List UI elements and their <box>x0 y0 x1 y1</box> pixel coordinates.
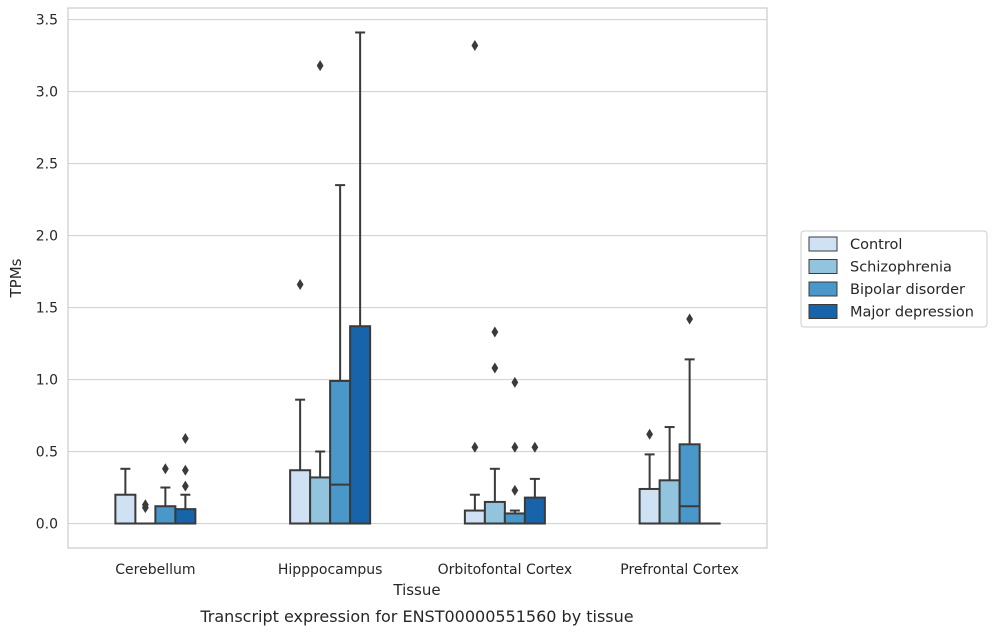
box-body <box>309 476 332 525</box>
legend-label: Bipolar disorder <box>850 282 965 298</box>
outlier-point <box>316 60 324 72</box>
box-2-1 <box>483 326 506 525</box>
x-tick-label: Cerebellum <box>115 562 195 578</box>
legend-swatch <box>808 304 838 319</box>
gridlines <box>68 18 767 525</box>
outlier-point <box>686 313 694 325</box>
outlier-point <box>531 441 539 453</box>
y-tick-label: 0.5 <box>36 445 58 461</box>
box-body <box>114 493 137 525</box>
legend: Control Schizophrenia Bipolar disorder Majo… <box>800 230 988 328</box>
box-0-0 <box>114 467 137 525</box>
outlier-point <box>141 499 149 511</box>
legend-label: Major depression <box>850 305 974 321</box>
box-0-3 <box>174 433 197 525</box>
plot-frame <box>67 7 768 549</box>
box-3-1 <box>658 426 681 525</box>
outlier-point <box>296 278 304 290</box>
y-tick-label: 3.5 <box>36 13 58 29</box>
box-body <box>638 487 661 525</box>
outlier-point <box>511 441 519 453</box>
y-tick-label: 1.0 <box>36 373 58 389</box>
outlier-point <box>181 433 189 445</box>
box-0-1 <box>134 499 157 525</box>
y-tick-label: 0.0 <box>36 517 58 533</box>
x-tick-label: Orbitofontal Cortex <box>438 562 573 578</box>
x-tick-labels: Cerebellum Hipppocampus Orbitofontal Corte… <box>115 562 739 578</box>
legend-label: Control <box>850 237 902 253</box>
box-body <box>503 512 526 525</box>
x-axis-label: Tissue <box>392 581 440 599</box>
box-body <box>289 469 312 525</box>
outlier-point <box>161 463 169 475</box>
legend-swatch <box>808 281 838 297</box>
legend-frame <box>800 230 988 328</box>
x-tick-label: Hipppocampus <box>278 562 383 578</box>
box-body <box>154 505 177 525</box>
outlier-point <box>511 484 519 496</box>
outlier-point <box>491 326 499 338</box>
box-1-3 <box>349 31 372 525</box>
box-body <box>329 379 352 525</box>
outlier-point <box>646 428 654 440</box>
legend-swatch <box>808 259 838 274</box>
outlier-point <box>181 464 189 476</box>
box-body <box>523 496 546 525</box>
outlier-point <box>181 480 189 492</box>
box-body <box>349 325 372 525</box>
box-body <box>483 500 506 525</box>
outlier-point <box>471 441 479 453</box>
box-body <box>174 508 197 525</box>
outlier-point <box>491 362 499 374</box>
outlier-point <box>471 39 479 51</box>
box-body <box>678 443 701 525</box>
legend-label: Schizophrenia <box>850 260 952 276</box>
outlier-point <box>511 376 519 388</box>
box-body <box>463 509 486 525</box>
box-body <box>658 479 681 525</box>
legend-swatch <box>808 236 838 252</box>
box-3-2 <box>678 313 701 525</box>
plot-background <box>68 8 767 548</box>
box-2-3 <box>523 441 546 525</box>
chart-caption: Transcript expression for ENST0000055156… <box>199 607 633 626</box>
y-axis-label: TPMs <box>7 258 25 298</box>
x-tick-label: Prefrontal Cortex <box>620 562 739 578</box>
box-plot-marks <box>114 31 721 525</box>
y-tick-label: 2.5 <box>36 157 58 173</box>
box-2-2 <box>503 376 526 525</box>
box-3-0 <box>638 428 661 525</box>
y-tick-label: 2.0 <box>36 229 58 245</box>
y-tick-label: 3.0 <box>36 85 58 101</box>
y-tick-labels: 0.0 0.5 1.0 1.5 2.0 2.5 3.0 3.5 <box>36 13 58 533</box>
y-tick-label: 1.5 <box>36 301 58 317</box>
